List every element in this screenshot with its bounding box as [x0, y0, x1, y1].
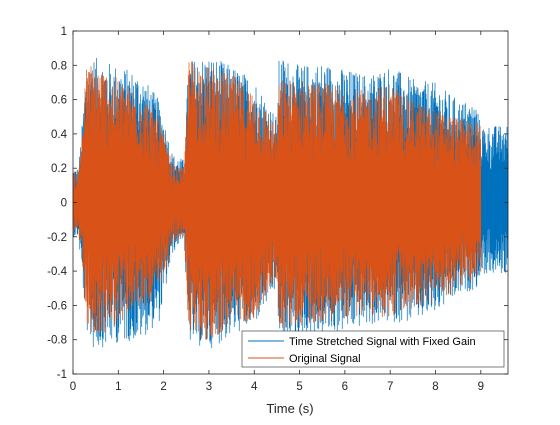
y-tick-label: 0.2 — [51, 163, 67, 175]
x-tick-label: 7 — [387, 381, 393, 393]
x-tick-label: 6 — [342, 381, 348, 393]
y-tick-label: -0.4 — [47, 266, 67, 278]
y-axis-ticks: -1 -0.8 -0.6 -0.4 -0.2 0 0.2 0.4 0.6 0.8 1 — [47, 26, 508, 381]
legend-label-time-stretched: Time Stretched Signal with Fixed Gain — [289, 336, 476, 348]
x-tick-label: 4 — [251, 381, 258, 393]
x-axis-label: Time (s) — [266, 401, 313, 416]
x-axis-ticks: 0 1 2 3 4 5 6 7 8 9 — [70, 31, 484, 393]
y-tick-label: -0.8 — [47, 335, 67, 347]
x-tick-label: 2 — [160, 381, 166, 393]
x-tick-label: 0 — [70, 381, 76, 393]
y-tick-label: -1 — [57, 369, 67, 381]
x-tick-label: 5 — [296, 381, 302, 393]
series-line-original — [72, 61, 482, 340]
x-tick-label: 1 — [115, 381, 121, 393]
y-tick-label: 0.8 — [51, 60, 67, 72]
legend-label-original: Original Signal — [289, 353, 361, 365]
legend: Time Stretched Signal with Fixed Gain Or… — [241, 330, 505, 368]
x-tick-label: 9 — [478, 381, 484, 393]
y-tick-label: 0.6 — [51, 95, 67, 107]
x-tick-label: 8 — [432, 381, 438, 393]
y-tick-label: 1 — [61, 26, 67, 38]
x-tick-label: 3 — [206, 381, 212, 393]
y-tick-label: 0.4 — [51, 129, 68, 141]
y-tick-label: -0.6 — [47, 300, 67, 312]
legend-box — [241, 330, 505, 368]
y-tick-label: 0 — [61, 198, 67, 210]
series-layer — [72, 58, 509, 349]
y-tick-label: -0.2 — [47, 232, 67, 244]
